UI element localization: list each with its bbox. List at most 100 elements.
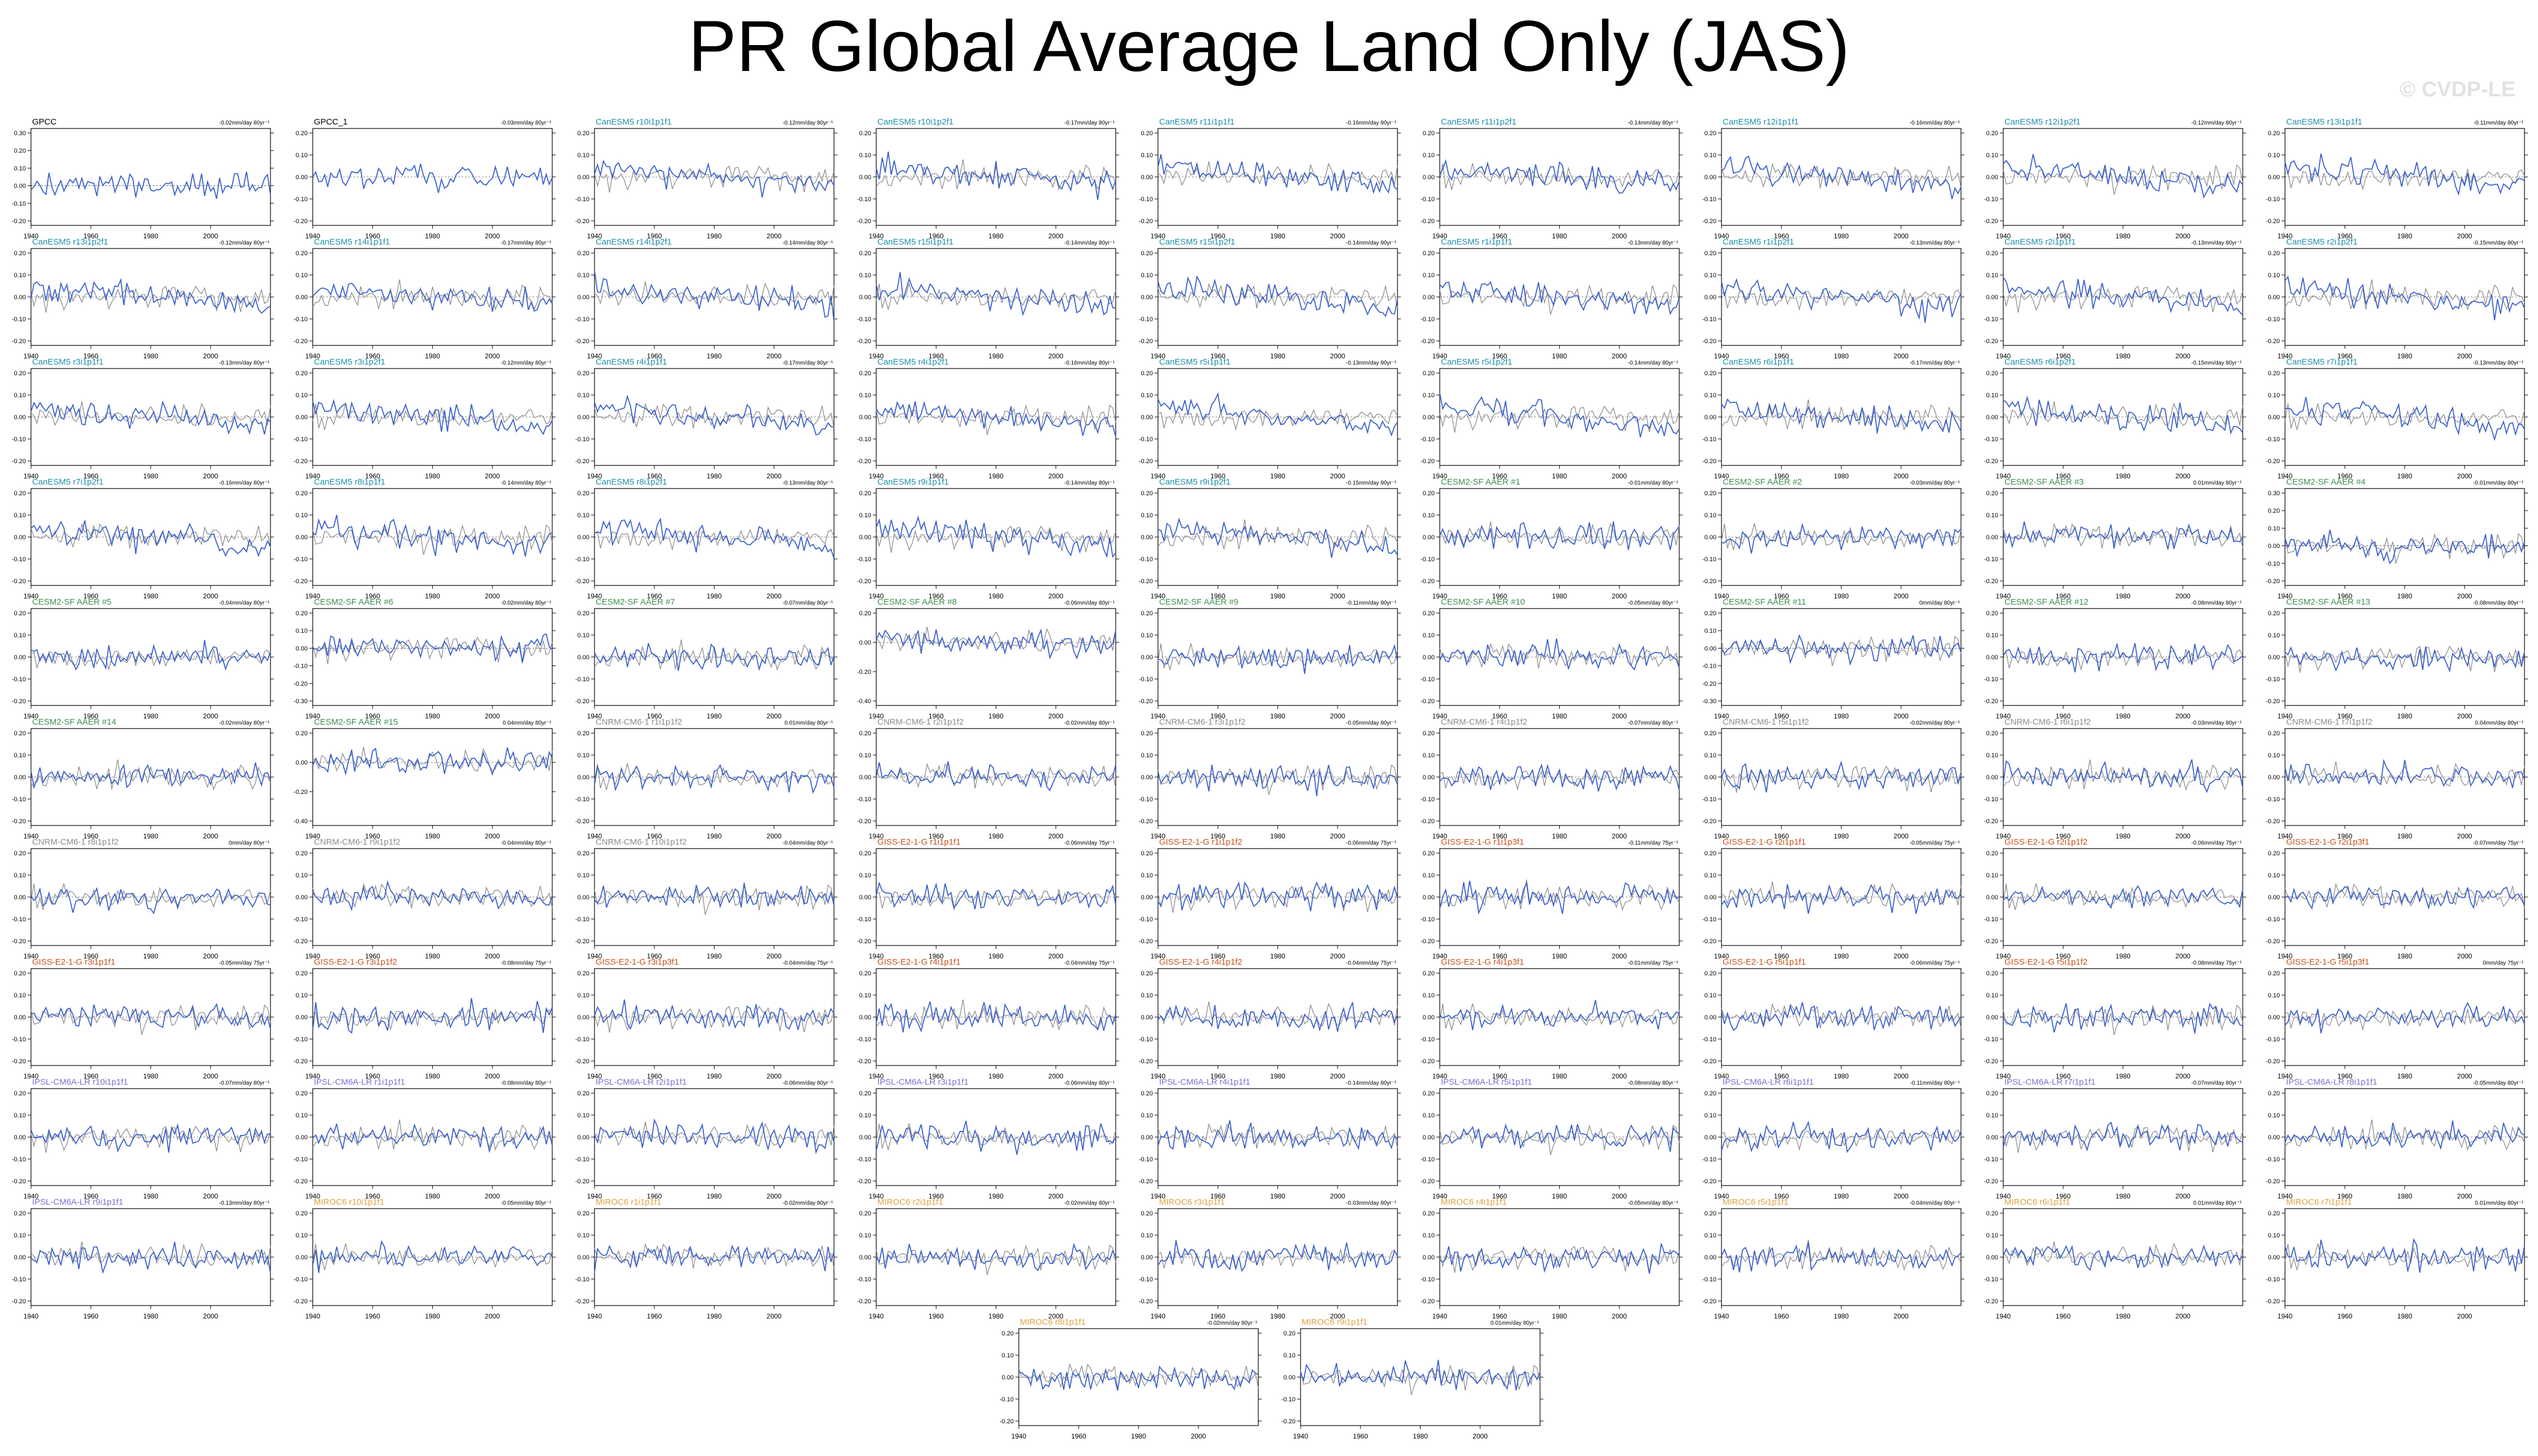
x-tick-label: 1940 xyxy=(1293,1432,1308,1440)
chart-panel: GISS-E2-1-G r2i1p1f1 -0.05mm/day 75yr⁻¹ 0.… xyxy=(1702,837,1964,960)
obs-series-line xyxy=(594,1121,835,1147)
x-tick-label: 1940 xyxy=(2278,952,2293,960)
chart-panel: MIROC6 r6i1p1f1 0.01mm/day 80yr⁻¹ 0.20 0.10… xyxy=(1984,1197,2246,1320)
obs-series-line xyxy=(1157,764,1398,795)
y-tick-label: 0.20 xyxy=(296,730,308,737)
x-tick-label: 1940 xyxy=(1714,952,1729,960)
panel-title: IPSL-CM6A-LR r3i1p1f1 xyxy=(877,1077,969,1087)
panel-trend-label: -0.13mm/day 80yr⁻¹ xyxy=(2473,360,2524,366)
x-tick-label: 1940 xyxy=(869,472,884,480)
series-line xyxy=(2284,153,2525,196)
x-tick-label: 1980 xyxy=(988,472,1004,480)
series-line xyxy=(2284,886,2525,910)
y-tick-label: 0.20 xyxy=(2268,130,2280,137)
x-tick-label: 1960 xyxy=(1774,1312,1789,1320)
y-tick-label: 0.10 xyxy=(1705,1232,1716,1239)
y-tick-label: 0.10 xyxy=(1705,992,1716,999)
x-tick-label: 1980 xyxy=(425,232,440,240)
y-tick-label: -0.10 xyxy=(1139,916,1153,923)
y-tick-label: -0.20 xyxy=(1421,578,1435,585)
y-tick-label: 0.20 xyxy=(1423,970,1435,977)
y-tick-label: -0.10 xyxy=(1702,436,1716,443)
series-line xyxy=(30,278,271,314)
y-tick-label: 0.00 xyxy=(2268,174,2280,181)
y-tick-label: 0.20 xyxy=(2268,970,2280,977)
x-tick-label: 1940 xyxy=(24,592,39,600)
y-tick-label: -0.20 xyxy=(12,338,26,345)
y-tick-label: 0.00 xyxy=(1986,654,1998,661)
x-tick-label: 1980 xyxy=(707,472,722,480)
obs-series-line xyxy=(876,404,1116,435)
series-line xyxy=(30,171,271,199)
x-tick-label: 1960 xyxy=(1774,712,1789,720)
y-tick-label: 0.20 xyxy=(859,250,871,257)
y-tick-label: 0.00 xyxy=(1705,774,1716,781)
y-tick-label: -0.20 xyxy=(1139,1178,1153,1185)
panel-title: GISS-E2-1-G r2i1p1f1 xyxy=(1723,837,1806,847)
chart-panel: CanESM5 r15i1p1f1 -0.14mm/day 80yr⁻¹ 0.20 0… xyxy=(857,237,1119,360)
chart-panel: CanESM5 r7i1p1f1 -0.13mm/day 80yr⁻¹ 0.20 0.… xyxy=(2266,357,2528,480)
panel-trend-label: -0.16mm/day 80yr⁻¹ xyxy=(1346,120,1397,126)
x-tick-label: 2000 xyxy=(203,1192,218,1200)
chart-panel: CanESM5 r5i1p2f1 -0.14mm/day 80yr⁻¹ 0.20 0.… xyxy=(1421,357,1683,480)
y-tick-label: 0.10 xyxy=(2268,392,2280,399)
x-tick-label: 1940 xyxy=(2278,832,2293,840)
x-tick-label: 2000 xyxy=(1330,592,1345,600)
series-line xyxy=(2003,521,2243,550)
y-tick-label: 0.20 xyxy=(1423,1210,1435,1217)
x-tick-label: 2000 xyxy=(1893,1192,1909,1200)
y-tick-label: -0.10 xyxy=(1000,1396,1014,1403)
x-tick-label: 1940 xyxy=(1432,1072,1448,1080)
y-tick-label: 0.20 xyxy=(1141,730,1153,737)
chart-panel: CNRM-CM6-1 r5i1p1f2 -0.02mm/day 80yr⁻¹ 0.2… xyxy=(1702,717,1964,840)
panel-title: CanESM5 r1i1p1f1 xyxy=(1441,237,1512,247)
panel-trend-label: -0.14mm/day 80yr⁻¹ xyxy=(1628,120,1679,126)
y-tick-label: -0.10 xyxy=(12,201,26,207)
obs-series-line xyxy=(1157,409,1398,431)
panel-trend-label: 0.01mm/day 80yr⁻¹ xyxy=(2193,480,2242,486)
x-tick-label: 1980 xyxy=(988,1192,1004,1200)
chart-panel: IPSL-CM6A-LR r10i1p1f1 -0.07mm/day 80yr⁻¹… xyxy=(12,1077,274,1200)
y-tick-label: -0.20 xyxy=(12,818,26,825)
y-tick-label: -0.10 xyxy=(2266,316,2280,323)
panel-trend-label: -0.16mm/day 80yr⁻¹ xyxy=(1910,120,1960,126)
panel-trend-label: -0.11mm/day 80yr⁻¹ xyxy=(1347,600,1397,606)
y-tick-label: 0.00 xyxy=(2268,654,2280,661)
y-tick-label: 0.00 xyxy=(1141,774,1153,781)
x-tick-label: 2000 xyxy=(766,832,782,840)
y-tick-label: -0.20 xyxy=(294,938,308,945)
x-tick-label: 1960 xyxy=(647,1312,662,1320)
series-line xyxy=(312,282,553,312)
series-line xyxy=(30,400,271,435)
y-tick-label: 0.00 xyxy=(2268,774,2280,781)
panel-trend-label: -0.14mm/day 80yr⁻¹ xyxy=(1346,240,1397,246)
series-line xyxy=(1157,765,1398,797)
y-tick-label: 0.10 xyxy=(578,1112,589,1119)
x-tick-label: 1980 xyxy=(425,1072,440,1080)
y-tick-label: -0.10 xyxy=(1139,676,1153,683)
panel-trend-label: -0.06mm/day 75yr⁻¹ xyxy=(2191,840,2242,846)
series-line xyxy=(312,1123,553,1153)
x-tick-label: 2000 xyxy=(1612,232,1627,240)
panel-trend-label: -0.13mm/day 80yr⁻¹ xyxy=(1910,240,1960,246)
y-tick-label: -0.20 xyxy=(1984,1298,1998,1305)
y-tick-label: 0.10 xyxy=(2268,152,2280,159)
series-line xyxy=(30,1002,271,1030)
y-tick-label: 0.10 xyxy=(1423,872,1435,879)
y-tick-label: 0.00 xyxy=(1141,894,1153,901)
chart-panel: CNRM-CM6-1 r10i1p1f2 -0.04mm/day 80yr⁻¹ 0.… xyxy=(575,837,837,960)
y-tick-label: 0.20 xyxy=(2268,1210,2280,1217)
x-tick-label: 1980 xyxy=(1270,592,1285,600)
y-tick-label: 0.10 xyxy=(1141,152,1153,159)
y-tick-label: 0.00 xyxy=(296,645,308,652)
y-tick-label: 0.10 xyxy=(1986,752,1998,759)
x-tick-label: 2000 xyxy=(1893,832,1909,840)
x-tick-label: 1980 xyxy=(425,472,440,480)
x-tick-label: 2000 xyxy=(485,472,500,480)
obs-series-line xyxy=(1721,636,1962,667)
y-tick-label: -0.10 xyxy=(294,436,308,443)
panel-title: CESM2-SF AAER #14 xyxy=(32,717,116,727)
y-tick-label: -0.20 xyxy=(1984,698,1998,705)
x-tick-label: 1940 xyxy=(587,1192,602,1200)
panel-trend-label: -0.12mm/day 80yr⁻¹ xyxy=(2191,120,2242,126)
